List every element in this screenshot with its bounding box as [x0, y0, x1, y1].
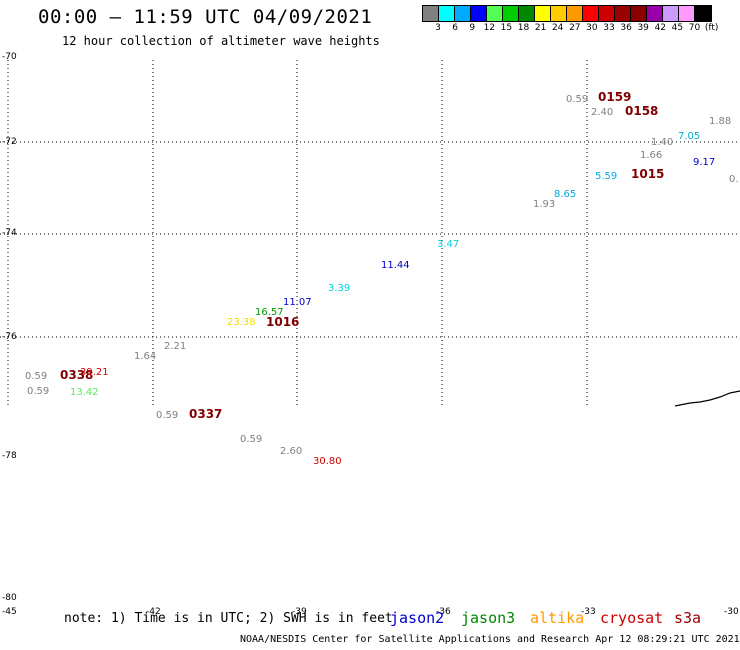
wave-height-label: 0.59 — [156, 410, 179, 421]
wave-height-label: 1.93 — [533, 199, 556, 210]
wave-height-label: 2.40 — [591, 107, 614, 118]
wave-height-label: 13.42 — [70, 387, 99, 398]
coastline — [674, 390, 740, 407]
color-scale-bar — [422, 5, 712, 22]
wave-height-label: 0.59 — [566, 94, 589, 105]
wave-height-label: 11.07 — [283, 297, 312, 308]
wave-height-label: 11.44 — [381, 260, 410, 271]
wave-height-label: 16.57 — [255, 307, 284, 318]
footer-credit: NOAA/NESDIS Center for Satellite Applica… — [240, 634, 740, 645]
lon-label: -45 — [2, 607, 17, 617]
color-swatch — [647, 6, 663, 21]
lat-label: -72 — [2, 137, 17, 147]
color-scale-tick: 3 — [435, 23, 441, 33]
lon-label: -39 — [292, 607, 307, 617]
color-scale-tick: 45 — [671, 23, 684, 33]
pass-time-label: 1016 — [266, 315, 300, 329]
color-swatch — [471, 6, 487, 21]
color-scale-tick: 36 — [620, 23, 632, 33]
pass-time-label: 0338 — [60, 368, 94, 382]
wave-height-label: 3.39 — [328, 283, 351, 294]
color-swatch — [551, 6, 567, 21]
wave-height-label: 5.59 — [595, 171, 618, 182]
color-scale-tick: 39 — [637, 23, 649, 33]
lon-label: -36 — [436, 607, 451, 617]
color-swatch — [599, 6, 615, 21]
lon-label: -30 — [724, 607, 739, 617]
color-swatch — [439, 6, 455, 21]
color-swatch — [503, 6, 519, 21]
color-swatch — [615, 6, 631, 21]
wave-height-label: 23.38 — [227, 317, 256, 328]
lat-label: -76 — [2, 332, 17, 342]
color-scale-tick: 70 — [688, 23, 701, 33]
wave-height-label: 30.80 — [313, 456, 342, 467]
color-swatch — [535, 6, 551, 21]
color-swatch — [487, 6, 503, 21]
wave-height-label: 2.60 — [280, 446, 303, 457]
lon-label: -42 — [146, 607, 161, 617]
wave-height-label: 0.59 — [25, 371, 48, 382]
color-scale-tick: 6 — [452, 23, 458, 33]
wave-height-label: 0. — [729, 174, 739, 185]
pass-time-label: 0159 — [598, 90, 632, 104]
color-scale-tick: 18 — [517, 23, 530, 33]
wave-height-label: 0.59 — [27, 386, 50, 397]
legend-jason3: jason3 — [461, 609, 516, 627]
map-title: 00:00 — 11:59 UTC 04/09/2021 — [38, 6, 373, 28]
wave-height-label: 9.17 — [693, 157, 716, 168]
wave-height-label: 1.66 — [640, 150, 663, 161]
legend-cryosat: cryosat — [600, 609, 664, 627]
color-swatch — [519, 6, 535, 21]
color-swatch — [583, 6, 599, 21]
color-swatch — [679, 6, 695, 21]
color-scale-ticks: 3 6 9 12 15 18 21 24 27 30 33 36 39 42 45 70 (ft) — [422, 23, 740, 35]
color-swatch — [663, 6, 679, 21]
pass-time-label: 0337 — [189, 407, 223, 421]
pass-time-label: 1015 — [631, 167, 665, 181]
color-scale-tick: 12 — [483, 23, 496, 33]
color-swatch — [455, 6, 471, 21]
legend-s3a: s3a — [674, 609, 702, 627]
lon-label: -33 — [581, 607, 596, 617]
color-scale-tick: 33 — [603, 23, 615, 33]
color-scale-tick: 15 — [500, 23, 513, 33]
color-swatch — [423, 6, 439, 21]
wave-height-label: 39.21 — [80, 367, 109, 378]
color-scale-tick: 21 — [534, 23, 547, 33]
color-swatch — [631, 6, 647, 21]
wave-height-label: 7.05 — [678, 131, 701, 142]
color-scale-tick: (ft) — [704, 23, 719, 33]
lat-label: -70 — [2, 52, 17, 62]
wave-height-label: 0.59 — [240, 434, 263, 445]
color-scale-tick: 24 — [551, 23, 564, 33]
legend-altika: altika — [530, 609, 585, 627]
color-scale-tick: 30 — [586, 23, 598, 33]
wave-height-label: 8.65 — [554, 189, 577, 200]
note-text: note: 1) Time is in UTC; 2) SWH is in fe… — [64, 611, 393, 626]
lat-label: -80 — [2, 593, 17, 603]
wave-height-label: 1.64 — [134, 351, 157, 362]
color-scale-tick: 27 — [569, 23, 581, 33]
wave-height-label: 2.21 — [164, 341, 187, 352]
wave-height-label: 1.40 — [651, 137, 674, 148]
map-subtitle: 12 hour collection of altimeter wave hei… — [62, 34, 380, 48]
color-scale-tick: 42 — [654, 23, 667, 33]
color-scale-tick: 9 — [469, 23, 476, 33]
grid-lines — [0, 60, 740, 405]
pass-time-label: 0158 — [625, 104, 659, 118]
color-swatch — [567, 6, 583, 21]
legend-jason2: jason2 — [390, 609, 445, 627]
lat-label: -74 — [2, 228, 17, 238]
wave-height-label: 1.88 — [709, 116, 732, 127]
wave-height-label: 3.47 — [437, 239, 460, 250]
color-swatch — [695, 6, 711, 21]
lat-label: -78 — [2, 451, 17, 461]
